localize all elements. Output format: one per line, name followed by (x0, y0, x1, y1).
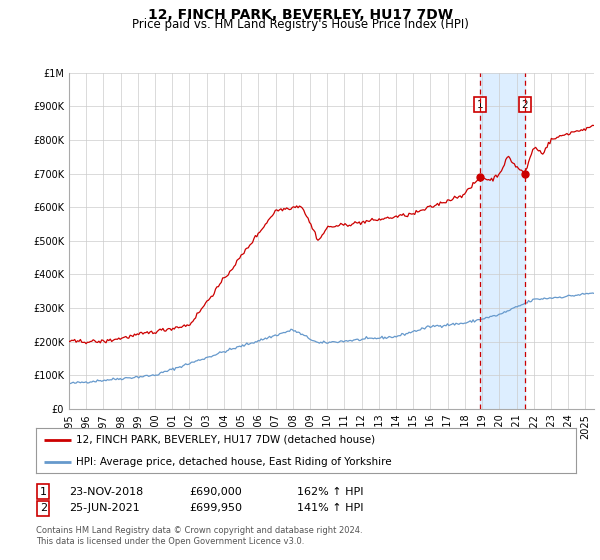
Text: 2: 2 (40, 503, 47, 514)
Text: Price paid vs. HM Land Registry's House Price Index (HPI): Price paid vs. HM Land Registry's House … (131, 18, 469, 31)
Text: 12, FINCH PARK, BEVERLEY, HU17 7DW (detached house): 12, FINCH PARK, BEVERLEY, HU17 7DW (deta… (77, 435, 376, 445)
Text: 2: 2 (521, 100, 528, 110)
Text: HPI: Average price, detached house, East Riding of Yorkshire: HPI: Average price, detached house, East… (77, 457, 392, 467)
Text: 162% ↑ HPI: 162% ↑ HPI (297, 487, 364, 497)
Text: £690,000: £690,000 (189, 487, 242, 497)
Text: Contains HM Land Registry data © Crown copyright and database right 2024.
This d: Contains HM Land Registry data © Crown c… (36, 526, 362, 546)
Text: 25-JUN-2021: 25-JUN-2021 (69, 503, 140, 514)
Text: 141% ↑ HPI: 141% ↑ HPI (297, 503, 364, 514)
Text: 23-NOV-2018: 23-NOV-2018 (69, 487, 143, 497)
Text: 12, FINCH PARK, BEVERLEY, HU17 7DW: 12, FINCH PARK, BEVERLEY, HU17 7DW (148, 8, 452, 22)
Text: 1: 1 (40, 487, 47, 497)
Text: £699,950: £699,950 (189, 503, 242, 514)
Bar (481, 73, 525, 409)
Text: 1: 1 (477, 100, 484, 110)
